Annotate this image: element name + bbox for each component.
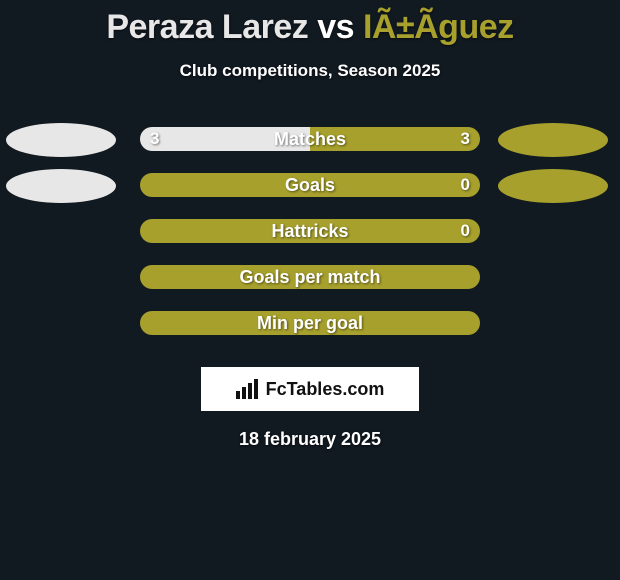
bar-chart-icon: [236, 379, 260, 399]
player1-value: 3: [150, 127, 159, 151]
comparison-title: Peraza Larez vs IÃ±Ãguez: [0, 0, 620, 47]
stat-label: Min per goal: [140, 311, 480, 335]
player1-oval: [6, 169, 116, 203]
stat-row: Goals0: [0, 169, 620, 215]
player2-value: 3: [461, 127, 470, 151]
stat-row: Min per goal: [0, 307, 620, 353]
player1-oval: [6, 123, 116, 157]
vs-separator: vs: [308, 8, 363, 46]
player1-name: Peraza Larez: [106, 8, 308, 46]
stat-row: Matches3 3: [0, 123, 620, 169]
fctables-logo: FcTables.com: [201, 367, 419, 411]
player2-value: 0: [461, 219, 470, 243]
stat-row: Hattricks0: [0, 215, 620, 261]
player2-oval: [498, 169, 608, 203]
date-label: 18 february 2025: [0, 429, 620, 450]
player2-name: IÃ±Ãguez: [363, 8, 514, 46]
stat-label: Matches: [140, 127, 480, 151]
subtitle: Club competitions, Season 2025: [0, 61, 620, 81]
logo-text: FcTables.com: [266, 379, 385, 400]
stat-label: Goals: [140, 173, 480, 197]
player2-value: 0: [461, 173, 470, 197]
stat-row: Goals per match: [0, 261, 620, 307]
player2-oval: [498, 123, 608, 157]
stat-label: Goals per match: [140, 265, 480, 289]
stats-rows: Matches33Goals0Hattricks0Goals per match…: [0, 123, 620, 353]
stat-label: Hattricks: [140, 219, 480, 243]
